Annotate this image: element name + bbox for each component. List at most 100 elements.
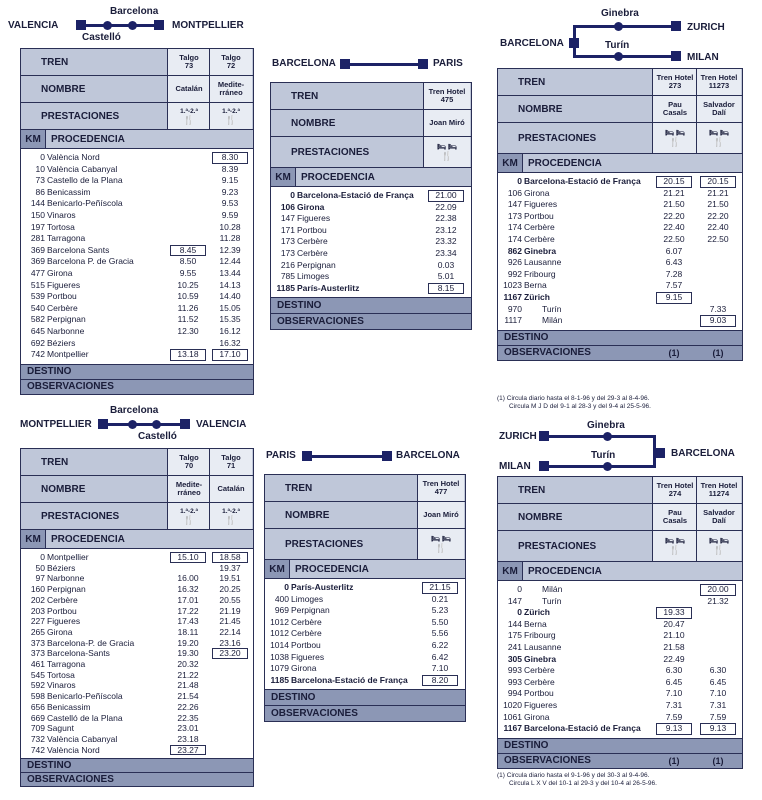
timetable-row: 160 Perpignan 16.32 20.25 (21, 584, 253, 595)
station-name: Narbonne (47, 573, 85, 584)
p6-tren-train-0: Tren Hotel 274 (652, 477, 697, 503)
timetable-row: 1061 Girona 7.59 7.59 (498, 712, 742, 724)
p3-prestaciones-train-0: 🛏 🛏 🍴 (652, 123, 697, 153)
p6-destino-row: DESTINO (498, 737, 742, 753)
timetable-row: 173 Cerbère 23.34 (271, 248, 471, 260)
p3-nombre-train-0: Pau Casals (652, 96, 697, 122)
station-name: Narbonne (47, 326, 85, 336)
p5-station-list: 0 París-Austerlitz 21.15 400 Limoges 0.21 969 P… (265, 579, 465, 689)
station-name: Béziers (47, 562, 76, 573)
time-value: 7.59 (665, 711, 683, 722)
p1-tren-label: TREN (41, 56, 69, 68)
p3-observaciones-train-0: (1) (668, 347, 680, 358)
time-value: 22.40 (663, 222, 685, 233)
time-value: 22.50 (707, 234, 729, 244)
panel-barcelona-zurich-milan: BARCELONA Ginebra Turín ZURICH MILAN TREN Tren… (495, 0, 762, 420)
station-name: Perpignan (47, 584, 86, 595)
timetable-row: 97 Narbonne 16.00 19.51 (21, 573, 253, 584)
timetable-row: 0 Barcelona-Estació de França 21.00 (271, 190, 471, 202)
p4-nombre-train-0: Medite- rráneo (167, 476, 210, 502)
p4-observaciones-row: OBSERVACIONES (21, 772, 253, 787)
km-value: 1038 (270, 651, 289, 662)
time-value: 22.38 (435, 213, 457, 224)
timetable-row: 0 València Nord 8.30 (21, 152, 253, 164)
p1-km-header: KM (21, 130, 46, 148)
timetable-row: 970 Turín 7.33 (498, 304, 742, 316)
p2-tren-row: TREN Tren Hotel 475 (271, 83, 471, 110)
restaurant-icon: 🍴 (225, 115, 237, 125)
timetable-row: 645 Narbonne 12.30 16.12 (21, 326, 253, 338)
timetable-row: 862 Ginebra 6.07 (498, 246, 742, 258)
terminus-square (539, 461, 549, 471)
p3-observaciones-train-1: (1) (712, 347, 724, 358)
p3-destino-row: DESTINO (498, 329, 742, 345)
timetable-row: 692 Béziers 16.32 (21, 338, 253, 350)
time-value: 19.51 (219, 573, 241, 584)
km-value: 1167 (503, 723, 522, 734)
route-line (575, 55, 675, 58)
km-value: 1012 (270, 628, 289, 639)
km-value: 742 (30, 349, 45, 360)
timetable-row: 0 Milán 20.00 (498, 584, 742, 596)
p1-destino-row: DESTINO (21, 363, 253, 379)
terminus-square (569, 38, 579, 48)
p2-tren-label: TREN (291, 90, 319, 102)
p3-destino-label: DESTINO (504, 332, 549, 344)
time-value: 11.52 (177, 314, 199, 325)
timetable-row: 86 Benicassim 9.23 (21, 187, 253, 199)
timetable-row: 174 Cerbère 22.40 22.40 (498, 222, 742, 234)
station-name: València Cabanyal (47, 733, 118, 744)
time-value: 16.12 (219, 326, 241, 336)
timetable-row: 477 Girona 9.55 13.44 (21, 268, 253, 280)
p4-observaciones-label: OBSERVACIONES (27, 774, 114, 786)
timetable-row: 732 València Cabanyal 23.18 (21, 734, 253, 745)
p6-nombre-row: NOMBRE Pau Casals Salvador Dalí (498, 504, 742, 531)
time-value: 23.34 (435, 248, 457, 258)
panel-montpellier-valencia: MONTPELLIER VALENCIA Barcelona Castelló TREN… (0, 398, 254, 800)
timetable-row: 369 Barcelona P. de Gracia 8.50 12.44 (21, 256, 253, 268)
p2-prestaciones-label: PRESTACIONES (291, 146, 370, 158)
time-value: 21.32 (707, 595, 729, 606)
p2-procedencia-row: KM PROCEDENCIA (271, 168, 471, 187)
footnote: Circula L X V del 10-1 al 29-3 y del 10-… (509, 780, 657, 787)
time-value: 13.18 (170, 349, 206, 361)
timetable-row: 171 Portbou 23.12 (271, 225, 471, 237)
destination-label: VALENCIA (196, 419, 247, 430)
km-value: 147 (507, 595, 522, 606)
p3-prestaciones-train-1: 🛏 🛏 🍴 (696, 123, 741, 153)
p4-procedencia-label: PROCEDENCIA (51, 533, 125, 545)
p4-prestaciones-train-1: 1.ª-2.ª 🍴 (209, 503, 252, 529)
p4-prestaciones-train-0: 1.ª-2.ª 🍴 (167, 503, 210, 529)
terminus-square (302, 451, 312, 461)
p6-timetable: TREN Tren Hotel 274 Tren Hotel 11274 NOMBRE… (497, 476, 743, 769)
km-value: 1020 (503, 700, 522, 710)
time-value: 17.22 (177, 605, 199, 616)
p3-timetable: TREN Tren Hotel 273 Tren Hotel 11273 NOMBRE… (497, 68, 743, 361)
km-value: 969 (274, 605, 289, 616)
p1-nombre-label: NOMBRE (41, 83, 86, 95)
station-name: Turín (542, 303, 562, 314)
panel-zurich-milan-barcelona: ZURICH MILAN Ginebra Turín BARCELONA TREN Tren… (495, 420, 762, 800)
km-value: 582 (30, 314, 45, 325)
p1-destino-label: DESTINO (27, 366, 72, 378)
time-value: 6.30 (665, 665, 683, 676)
time-value: 23.16 (219, 637, 241, 648)
timetable-row: 1012 Cerbère 5.56 (265, 628, 465, 640)
p1-procedencia-label: PROCEDENCIA (51, 133, 125, 145)
station-name: Girona (524, 711, 550, 722)
p3-procedencia-label: PROCEDENCIA (528, 157, 602, 169)
timetable-row: 175 Fribourg 21.10 (498, 630, 742, 642)
timetable-row: 540 Cerbère 11.26 15.05 (21, 303, 253, 315)
timetable-row: 461 Tarragona 20.32 (21, 659, 253, 670)
km-value: 992 (507, 268, 522, 279)
time-value: 0.03 (437, 259, 455, 270)
p4-procedencia-row: KM PROCEDENCIA (21, 530, 253, 549)
stop-dot (614, 52, 623, 61)
time-value: 17.01 (177, 594, 199, 605)
footnote: (1) Circula diario hasta el 8-1-96 y del… (497, 395, 650, 402)
timetable-row: 150 Vinaros 9.59 (21, 210, 253, 222)
time-value: 9.03 (700, 315, 736, 327)
timetable-row: 592 Vinaros 21.48 (21, 680, 253, 691)
terminus-square (671, 51, 681, 61)
p6-tren-row: TREN Tren Hotel 274 Tren Hotel 11274 (498, 477, 742, 504)
